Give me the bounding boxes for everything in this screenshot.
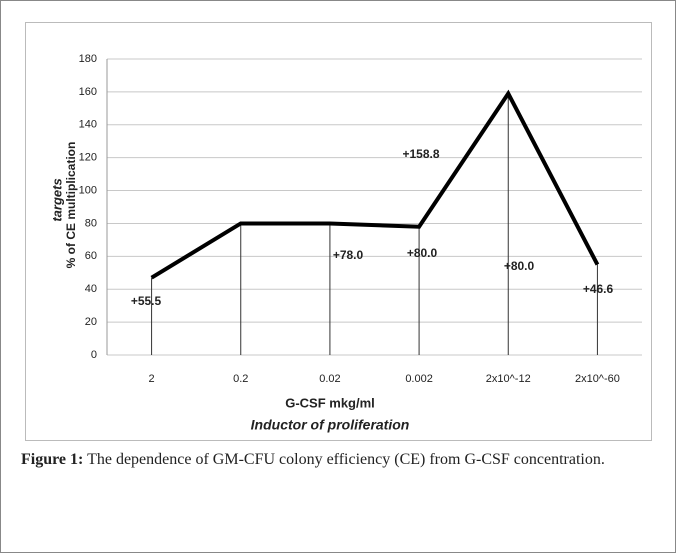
y-tick-label: 0	[91, 349, 97, 361]
annotation: +78.0	[333, 248, 364, 262]
x-tick-label: 0.2	[233, 373, 248, 385]
annotation: +158.8	[402, 147, 439, 161]
x-tick-label: 2x10^-60	[575, 373, 620, 385]
caption-label: Figure 1:	[21, 451, 84, 468]
x-tick-label: 2	[149, 373, 155, 385]
y-axis-label: % of CE multiplication	[64, 142, 78, 269]
y-tick-label: 40	[85, 283, 97, 295]
x-tick-label: 0.002	[405, 373, 433, 385]
x-tick-label: 2x10^-12	[486, 373, 531, 385]
x-tick-label: 0.02	[319, 373, 340, 385]
y-tick-label: 20	[85, 316, 97, 328]
y-tick-label: 80	[85, 217, 97, 229]
y-axis-label: targets	[49, 178, 64, 221]
annotation: +55.5	[131, 294, 162, 308]
annotation: +80.0	[504, 259, 535, 273]
annotation: +80.0	[407, 246, 438, 260]
y-tick-label: 180	[79, 53, 97, 65]
caption-text: The dependence of GM-CFU colony efficien…	[87, 451, 605, 468]
y-tick-label: 120	[79, 152, 97, 164]
data-line	[150, 89, 600, 280]
y-tick-label: 60	[85, 250, 97, 262]
x-axis-label: G-CSF mkg/ml	[285, 395, 375, 410]
y-tick-label: 140	[79, 119, 97, 131]
y-tick-label: 100	[79, 184, 97, 196]
annotation: +46.6	[583, 282, 614, 296]
caption: Figure 1: The dependence of GM-CFU colon…	[21, 448, 657, 472]
y-tick-label: 160	[79, 86, 97, 98]
x-axis-label: Inductor of proliferation	[251, 417, 410, 433]
